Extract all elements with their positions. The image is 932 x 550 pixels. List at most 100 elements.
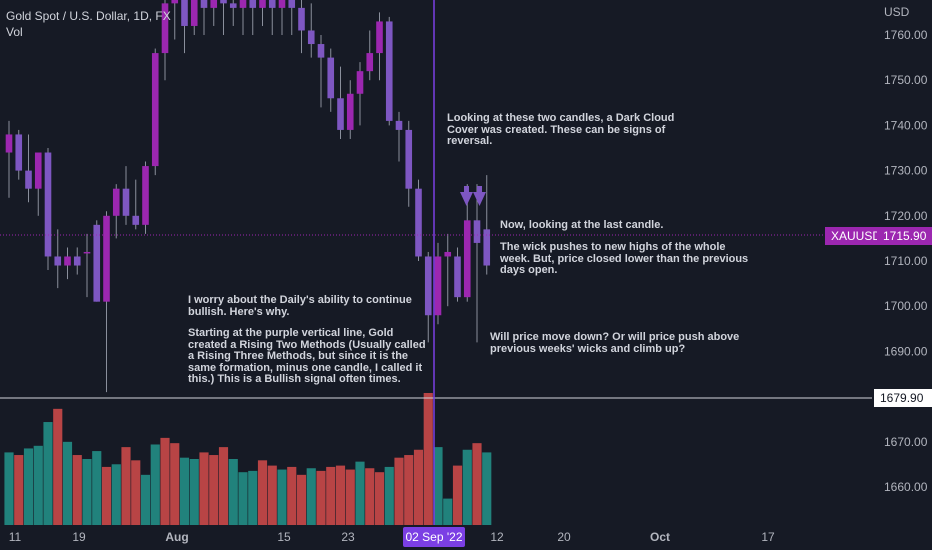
candle-body xyxy=(73,256,81,266)
candle-body xyxy=(132,215,140,225)
volume-bar xyxy=(43,422,53,525)
volume-bar xyxy=(433,447,443,525)
candle xyxy=(93,220,101,302)
volume-bar xyxy=(482,452,492,525)
candle-body xyxy=(278,0,286,8)
candle-body xyxy=(54,256,62,266)
volume-label: Vol xyxy=(6,25,23,39)
volume-bar xyxy=(111,464,121,525)
candle-body xyxy=(229,3,237,8)
volume-bar xyxy=(248,470,258,525)
candle xyxy=(181,0,188,54)
candle-body xyxy=(424,256,432,316)
volume-bar xyxy=(101,466,112,525)
note-worry[interactable]: I worry about the Daily's ability to con… xyxy=(188,294,412,318)
candle-body xyxy=(483,229,491,266)
candle xyxy=(434,242,442,325)
volume-bar xyxy=(316,470,326,525)
note-dark-cloud[interactable]: Looking at these two candles, a Dark Clo… xyxy=(447,112,675,147)
candle xyxy=(298,0,305,54)
candle xyxy=(34,152,42,216)
volume-bar xyxy=(374,472,385,525)
volume-bar xyxy=(150,444,160,525)
candle xyxy=(483,175,491,275)
candle-body xyxy=(444,251,452,257)
volume-bar xyxy=(267,465,277,525)
candle xyxy=(142,161,149,234)
note-question[interactable]: Will price move down? Or will price push… xyxy=(490,331,740,355)
candle-body xyxy=(64,256,71,266)
candle xyxy=(317,35,325,108)
note-last-candle-title[interactable]: Now, looking at the last candle. xyxy=(500,219,664,231)
candle-body xyxy=(181,0,188,26)
volume-bar xyxy=(257,460,268,525)
candle xyxy=(25,134,32,203)
crosshair-price-tag[interactable]: 1679.90 xyxy=(874,389,932,407)
candle xyxy=(356,62,364,126)
crosshair-date-tag[interactable] xyxy=(403,527,465,547)
x-tick-label: 12 xyxy=(490,530,504,544)
candle xyxy=(307,3,315,58)
down-arrow-icon xyxy=(460,186,486,206)
candle-body xyxy=(44,152,52,257)
candle xyxy=(444,233,452,307)
volume-bar xyxy=(462,449,472,525)
candle xyxy=(395,111,403,162)
chart-header: Gold Spot / U.S. Dollar, 1D, FX Vol xyxy=(6,8,171,40)
candle-body xyxy=(268,0,276,8)
candle-body xyxy=(415,188,422,257)
candle xyxy=(103,211,110,393)
candle-body xyxy=(142,166,149,225)
x-tick-label: 23 xyxy=(341,530,355,544)
volume-bar xyxy=(404,455,414,525)
y-tick-label: 1740.00 xyxy=(884,118,928,132)
note-rising-methods[interactable]: Starting at the purple vertical line, Go… xyxy=(188,327,426,385)
volume-bar xyxy=(326,466,336,525)
note-last-candle-body[interactable]: The wick pushes to new highs of the whol… xyxy=(500,241,749,276)
candle-body xyxy=(356,71,364,94)
volume-bar xyxy=(355,461,365,525)
volume-bar xyxy=(170,443,180,525)
y-tick-label: 1690.00 xyxy=(884,344,928,358)
volume-bar xyxy=(452,465,463,525)
y-tick-label: 1750.00 xyxy=(884,73,928,87)
candle xyxy=(83,233,91,298)
candle-body xyxy=(376,21,383,54)
candle-body xyxy=(93,224,101,302)
candle xyxy=(112,184,120,239)
candle-body xyxy=(103,215,110,302)
volume-bar xyxy=(228,459,238,525)
candle-body xyxy=(249,0,257,8)
x-tick-label: 19 xyxy=(72,530,86,544)
candle xyxy=(190,0,198,35)
candle-body xyxy=(112,188,120,216)
x-tick-label: Aug xyxy=(165,530,188,544)
candle xyxy=(54,229,62,289)
candle-body xyxy=(239,0,247,8)
volume-bar xyxy=(384,466,394,525)
last-price-tag[interactable]: 1715.90 xyxy=(877,227,932,245)
symbol-price-tag[interactable]: XAUUSD xyxy=(825,227,881,245)
candle xyxy=(288,0,296,35)
y-tick-label: 1700.00 xyxy=(884,299,928,313)
candle-body xyxy=(200,0,208,8)
candle-body xyxy=(83,251,91,254)
price-axis[interactable]: 1760.00 1750.00 1740.00 1730.00 1720.00 1710.… xyxy=(884,28,928,494)
candle-body xyxy=(161,3,169,54)
candle-body xyxy=(34,152,42,189)
candle-body xyxy=(385,21,393,121)
volume-bar xyxy=(82,459,92,525)
volume-bar xyxy=(443,498,453,525)
time-axis[interactable]: 11 19 Aug 15 23 12 20 Oct 17 02 Sep '22 xyxy=(9,527,775,547)
candle-body xyxy=(15,134,23,171)
candle-body xyxy=(463,220,471,298)
volume-bar xyxy=(296,474,307,525)
volume-bar xyxy=(140,474,151,525)
candle-body xyxy=(317,44,325,58)
volume-bar xyxy=(394,457,404,525)
candle xyxy=(5,120,13,198)
candle xyxy=(376,12,383,81)
currency-label[interactable]: USD xyxy=(884,5,910,19)
volume-bar xyxy=(345,469,355,525)
